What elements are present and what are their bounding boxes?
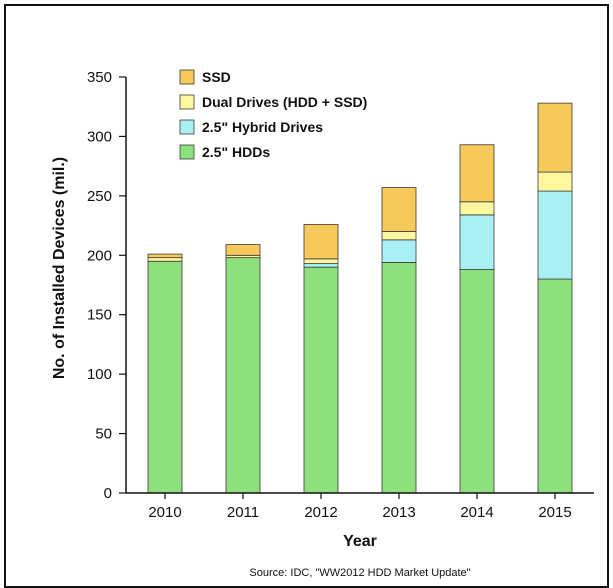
x-axis-title: Year — [343, 533, 377, 550]
bar-segment — [303, 266, 339, 494]
source-note: Source: IDC, "WW2012 HDD Market Update" — [249, 567, 470, 579]
bar-segment — [537, 190, 573, 280]
axes-group: 0 50 100 150 200 250 300 350 2010 2011 2012 2013 201… — [87, 69, 594, 521]
bar-segment — [459, 214, 495, 270]
bar-segment — [303, 258, 339, 265]
x-tick-label: 2012 — [304, 504, 337, 521]
bar-segment — [459, 144, 495, 203]
bar-segment — [147, 257, 183, 262]
stacked-bar-chart: 0 50 100 150 200 250 300 350 2010 2011 2012 2013 201… — [51, 69, 594, 579]
bar-segment — [381, 187, 417, 232]
y-tick-label: 200 — [87, 247, 112, 264]
y-tick-label: 300 — [87, 128, 112, 145]
bar-segment — [225, 257, 261, 494]
y-tick-label: 0 — [104, 485, 112, 502]
x-tick-label: 2011 — [227, 504, 259, 521]
legend-label: 2.5" HDDs — [202, 144, 270, 160]
x-tick-label: 2015 — [538, 504, 571, 521]
x-tick-label: 2013 — [382, 504, 415, 521]
bar-segment — [459, 269, 495, 494]
y-tick-label: 100 — [87, 366, 112, 383]
y-tick-label: 50 — [95, 426, 112, 443]
y-tick-label: 250 — [87, 188, 112, 205]
legend-swatch — [179, 144, 195, 160]
bar-segment — [303, 223, 339, 260]
bar-segment — [381, 262, 417, 494]
bar-segment — [381, 231, 417, 241]
y-tick-label: 350 — [87, 69, 112, 86]
legend-label: SSD — [202, 69, 231, 85]
legend: SSD Dual Drives (HDD + SSD) 2.5" Hybrid Dr… — [179, 69, 367, 160]
y-tick-label: 150 — [87, 307, 112, 324]
bar-segment — [537, 278, 573, 494]
bar-segment — [147, 260, 183, 494]
legend-swatch — [179, 69, 195, 85]
y-axis-title: No. of Installed Devices (mil.) — [51, 157, 68, 379]
bar-segment — [459, 201, 495, 216]
legend-label: 2.5" Hybrid Drives — [202, 119, 323, 135]
bar-segment — [147, 253, 183, 259]
bar-segment — [537, 171, 573, 192]
bar-segment — [303, 263, 339, 268]
x-tick-label: 2014 — [460, 504, 493, 521]
bar-segment — [381, 239, 417, 263]
x-tick-label: 2010 — [148, 504, 181, 521]
legend-label: Dual Drives (HDD + SSD) — [202, 94, 367, 110]
bar-segment — [225, 244, 261, 256]
bar-segment — [537, 102, 573, 173]
chart-frame: 0 50 100 150 200 250 300 350 2010 2011 2012 2013 201… — [4, 4, 609, 588]
legend-swatch — [179, 94, 195, 110]
legend-swatch — [179, 119, 195, 135]
bars-group — [147, 102, 573, 494]
